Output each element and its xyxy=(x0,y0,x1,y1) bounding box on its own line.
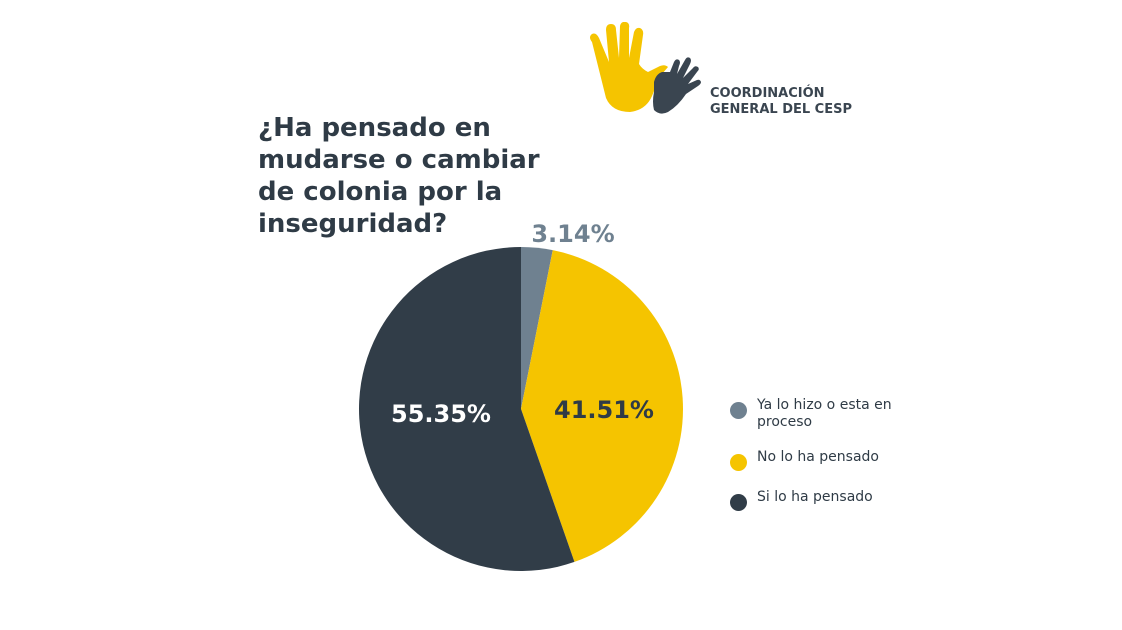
chart-title: ¿Ha pensado en mudarse o cambiar de colo… xyxy=(258,113,540,239)
chart-legend: Ya lo hizo o esta en proceso No lo ha pe… xyxy=(730,397,930,529)
hands-logo-icon xyxy=(590,22,701,114)
legend-label: Si lo ha pensado xyxy=(757,489,873,505)
slice-value-label: 41.51% xyxy=(554,396,654,424)
logo-line-1: COORDINACIÓN xyxy=(710,86,825,101)
cesp-logo: COORDINACIÓN GENERAL DEL CESP xyxy=(582,22,902,122)
slice-ya-lo-hizo xyxy=(521,247,553,409)
legend-label: Ya lo hizo o esta en proceso xyxy=(757,397,892,430)
legend-label: No lo ha pensado xyxy=(757,449,879,465)
legend-swatch xyxy=(730,402,747,419)
legend-swatch xyxy=(730,454,747,471)
slice-value-label: 3.14% xyxy=(531,220,614,248)
logo-text: COORDINACIÓN GENERAL DEL CESP xyxy=(710,86,852,118)
logo-line-2: GENERAL DEL CESP xyxy=(710,102,852,117)
legend-swatch xyxy=(730,494,747,511)
slice-value-label: 55.35% xyxy=(391,400,491,428)
legend-item-si-lo-ha-pensado: Si lo ha pensado xyxy=(730,489,930,511)
legend-item-ya-lo-hizo: Ya lo hizo o esta en proceso xyxy=(730,397,930,431)
slice-si-lo-ha-pensado xyxy=(359,246,575,571)
slice-no-lo-ha-pensado xyxy=(521,250,683,562)
legend-item-no-lo-ha-pensado: No lo ha pensado xyxy=(730,449,930,471)
